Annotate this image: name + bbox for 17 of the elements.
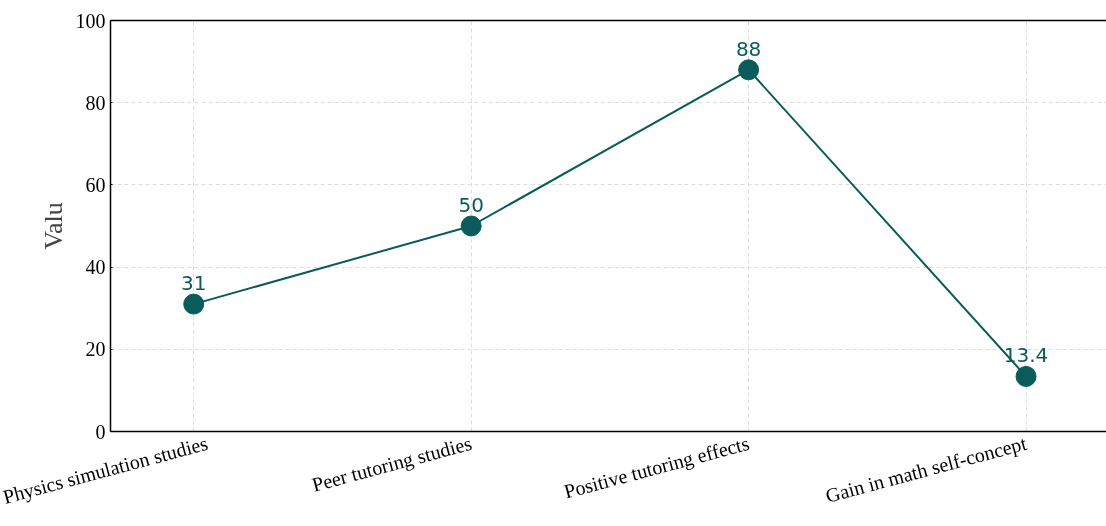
- point: [183, 293, 205, 315]
- point: [1015, 365, 1037, 387]
- y-tick-label: 20: [85, 338, 106, 361]
- data-label: 50: [458, 193, 484, 217]
- x-tick-label: Positive tutoring effects: [561, 431, 752, 504]
- point: [738, 59, 760, 81]
- x-tick-label: Peer tutoring studies: [309, 431, 475, 497]
- data-label: 13.4: [1003, 343, 1049, 368]
- y-tick-label: 40: [85, 256, 106, 279]
- y-tick-label: 0: [95, 420, 106, 443]
- y-axis-title: Valu: [38, 202, 68, 250]
- y-tick-label: 60: [85, 173, 106, 196]
- data-label: 31: [181, 271, 207, 296]
- y-tick-label: 100: [75, 9, 106, 32]
- data-label: 88: [735, 36, 762, 61]
- point: [460, 215, 482, 237]
- y-tick-label: 80: [85, 91, 106, 114]
